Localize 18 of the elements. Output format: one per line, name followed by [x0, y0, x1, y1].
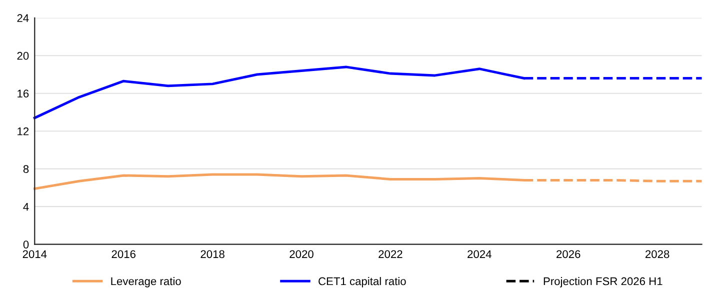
y-tick-label: 16	[18, 90, 29, 98]
x-tick-label: 2022	[378, 250, 402, 258]
legend-label: Projection FSR 2026 H1	[544, 277, 662, 288]
y-tick-label: 0	[23, 240, 29, 248]
y-tick-label: 24	[17, 14, 29, 22]
x-tick-label: 2024	[468, 250, 492, 258]
legend-label: CET1 capital ratio	[318, 277, 406, 288]
x-tick-label: 2028	[646, 250, 670, 258]
y-tick-label: 4	[23, 202, 29, 211]
y-tick-label: 12	[18, 127, 29, 136]
x-tick-label: 2020	[290, 250, 314, 258]
y-tick-label: 8	[23, 165, 29, 173]
legend-label: Leverage ratio	[111, 277, 181, 288]
x-tick-label: 2026	[556, 250, 580, 258]
y-tick-label: 20	[17, 52, 29, 60]
x-tick-label: 2018	[200, 250, 224, 258]
x-tick-label: 2014	[22, 250, 47, 258]
x-tick-label: 2016	[112, 250, 136, 258]
